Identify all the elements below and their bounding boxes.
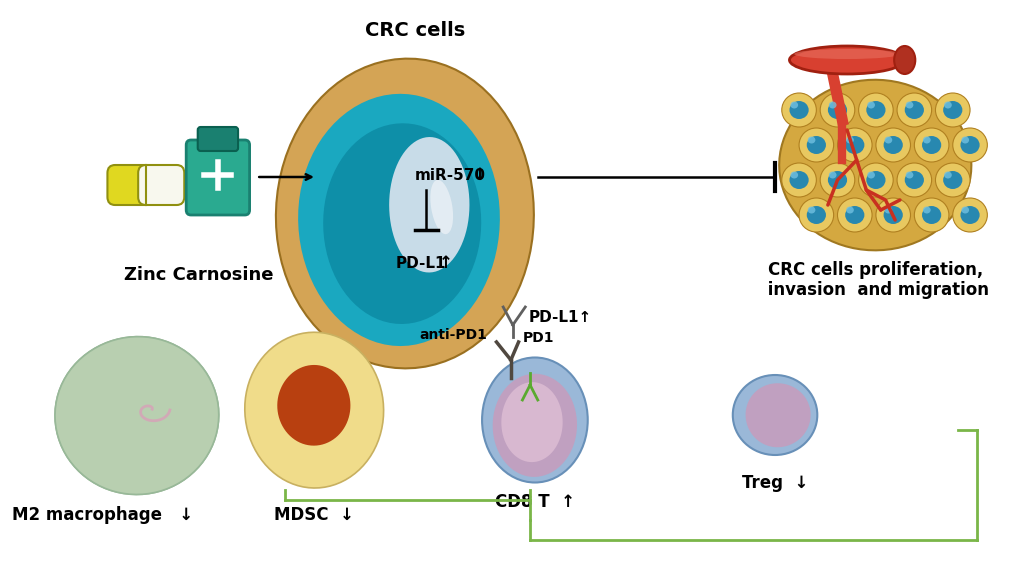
Text: Treg  ↓: Treg ↓ (741, 474, 807, 492)
Ellipse shape (961, 206, 968, 214)
Ellipse shape (896, 163, 930, 197)
Ellipse shape (865, 171, 884, 189)
Ellipse shape (790, 102, 797, 108)
Ellipse shape (934, 163, 969, 197)
Ellipse shape (943, 101, 961, 119)
Ellipse shape (922, 206, 929, 214)
Polygon shape (55, 337, 218, 494)
Ellipse shape (858, 93, 893, 127)
Ellipse shape (960, 136, 978, 154)
FancyBboxPatch shape (138, 165, 184, 205)
Ellipse shape (904, 101, 923, 119)
Text: MDSC  ↓: MDSC ↓ (274, 506, 354, 524)
Ellipse shape (806, 206, 825, 224)
Ellipse shape (846, 206, 853, 214)
Text: PD-L1: PD-L1 (395, 255, 445, 271)
Ellipse shape (921, 136, 941, 154)
Ellipse shape (798, 128, 833, 162)
Ellipse shape (905, 102, 912, 108)
Polygon shape (275, 59, 533, 368)
Ellipse shape (807, 206, 814, 214)
Ellipse shape (921, 206, 941, 224)
Ellipse shape (837, 128, 871, 162)
Polygon shape (298, 94, 499, 346)
Ellipse shape (794, 49, 899, 59)
Ellipse shape (827, 171, 846, 189)
Ellipse shape (905, 172, 912, 179)
Polygon shape (55, 337, 218, 494)
Ellipse shape (866, 102, 874, 108)
Polygon shape (389, 137, 469, 272)
Ellipse shape (894, 46, 914, 74)
Ellipse shape (819, 93, 854, 127)
Ellipse shape (913, 128, 948, 162)
Ellipse shape (837, 198, 871, 232)
FancyBboxPatch shape (198, 127, 237, 151)
Text: ↑: ↑ (438, 254, 452, 272)
Ellipse shape (845, 136, 863, 154)
Ellipse shape (961, 137, 968, 144)
Ellipse shape (922, 137, 929, 144)
Ellipse shape (883, 137, 892, 144)
Ellipse shape (866, 172, 874, 179)
Ellipse shape (858, 163, 893, 197)
Ellipse shape (944, 102, 951, 108)
Ellipse shape (952, 198, 986, 232)
Ellipse shape (875, 128, 910, 162)
FancyBboxPatch shape (107, 165, 154, 205)
Ellipse shape (882, 206, 902, 224)
Ellipse shape (807, 137, 814, 144)
Ellipse shape (943, 171, 961, 189)
Ellipse shape (828, 172, 836, 179)
Text: anti-PD1: anti-PD1 (419, 328, 486, 342)
Ellipse shape (875, 198, 910, 232)
Text: PD1: PD1 (522, 331, 553, 345)
Polygon shape (779, 80, 970, 250)
Text: PD-L1↑: PD-L1↑ (528, 310, 591, 324)
Ellipse shape (789, 46, 904, 74)
Ellipse shape (430, 180, 452, 234)
Text: miR-570: miR-570 (415, 167, 485, 182)
Ellipse shape (904, 171, 923, 189)
Ellipse shape (732, 375, 816, 455)
Ellipse shape (896, 93, 930, 127)
Ellipse shape (913, 198, 948, 232)
Ellipse shape (952, 128, 986, 162)
Text: CD8 T  ↑: CD8 T ↑ (494, 493, 575, 511)
Ellipse shape (944, 172, 951, 179)
Ellipse shape (789, 171, 808, 189)
Ellipse shape (882, 136, 902, 154)
Polygon shape (245, 332, 383, 488)
Ellipse shape (482, 358, 587, 483)
FancyBboxPatch shape (186, 140, 250, 215)
Text: M2 macrophage   ↓: M2 macrophage ↓ (12, 506, 193, 524)
Ellipse shape (806, 136, 825, 154)
Text: CRC cells: CRC cells (365, 20, 465, 40)
Ellipse shape (960, 206, 978, 224)
Ellipse shape (865, 101, 884, 119)
Ellipse shape (845, 206, 863, 224)
Ellipse shape (934, 93, 969, 127)
Ellipse shape (846, 137, 853, 144)
Ellipse shape (790, 172, 797, 179)
Ellipse shape (883, 206, 892, 214)
Polygon shape (492, 374, 577, 477)
Text: ↓: ↓ (473, 166, 487, 184)
Ellipse shape (828, 102, 836, 108)
Ellipse shape (781, 93, 815, 127)
Ellipse shape (789, 101, 808, 119)
Ellipse shape (781, 163, 815, 197)
Polygon shape (745, 383, 810, 447)
Ellipse shape (827, 101, 846, 119)
Text: Zinc Carnosine: Zinc Carnosine (124, 266, 273, 284)
Polygon shape (501, 382, 562, 462)
Polygon shape (323, 123, 481, 324)
Text: CRC cells proliferation,
 invasion  and migration: CRC cells proliferation, invasion and mi… (761, 260, 988, 299)
Ellipse shape (819, 163, 854, 197)
Polygon shape (277, 365, 351, 446)
Ellipse shape (798, 198, 833, 232)
